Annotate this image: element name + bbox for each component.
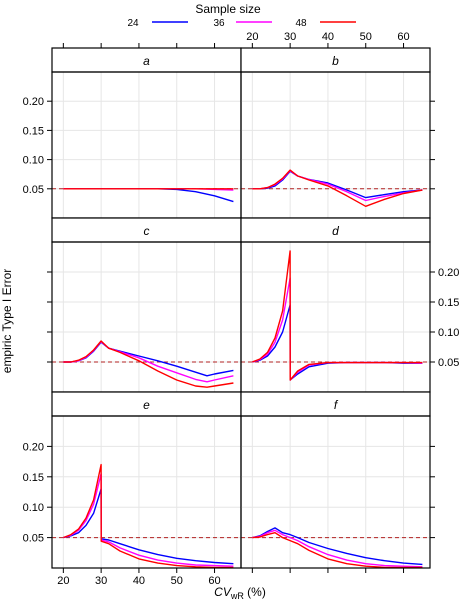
y-tick-label-right: 0.20 <box>438 267 459 279</box>
x-tick-label-bottom: 60 <box>208 575 220 587</box>
x-tick-label-top: 30 <box>284 31 296 43</box>
panel-frame <box>51 241 242 393</box>
panel-frame <box>240 241 431 393</box>
strip-e <box>51 391 242 417</box>
legend-title: Sample size <box>195 2 261 16</box>
series-line-24 <box>63 341 234 377</box>
panel-frame <box>240 71 431 219</box>
series-line-24 <box>252 527 423 566</box>
strip-label-e: e <box>143 398 150 412</box>
strip-d <box>240 217 431 243</box>
panel-e: e <box>51 391 242 569</box>
y-tick-label-left: 0.15 <box>23 125 44 137</box>
panel-frame <box>51 415 242 569</box>
legend-label-36: 36 <box>213 18 225 29</box>
panel-d: d <box>240 217 431 393</box>
legend-label-48: 48 <box>295 18 307 29</box>
y-tick-label-right: 0.15 <box>438 297 459 309</box>
panel-frame <box>240 415 431 569</box>
series-group <box>63 188 234 203</box>
series-group <box>252 169 423 208</box>
strip-label-b: b <box>332 54 339 68</box>
panel-a: a <box>51 47 242 219</box>
y-tick-label-left: 0.15 <box>23 472 44 484</box>
series-group <box>252 250 423 381</box>
y-tick-label-right: 0.05 <box>438 357 459 369</box>
series-line-24 <box>63 188 234 203</box>
axes: 20 20 30 30 40 40 50 50 60 60 0.05 0.10 0.15 0.20 0.05… <box>23 31 460 587</box>
strip-b <box>240 47 431 73</box>
legend: Sample size 24 36 48 <box>127 2 356 29</box>
x-tick-label-top: 40 <box>322 31 334 43</box>
series-line-48 <box>252 532 423 568</box>
x-tick-label-top: 20 <box>246 31 258 43</box>
series-line-48 <box>252 250 423 381</box>
series-group <box>63 340 234 388</box>
x-tick-label-bottom: 50 <box>171 575 183 587</box>
strip-a <box>51 47 242 73</box>
x-axis-title-main: CV <box>214 585 232 599</box>
series-group <box>63 463 234 568</box>
series-group <box>252 527 423 568</box>
strip-label-c: c <box>144 224 150 238</box>
x-tick-label-top: 60 <box>397 31 409 43</box>
y-axis-title: empiric Type I Error <box>0 269 14 373</box>
x-axis-title: CVwR (%) <box>214 585 266 601</box>
x-tick-label-bottom: 30 <box>95 575 107 587</box>
x-tick-label-bottom: 40 <box>133 575 145 587</box>
strip-label-a: a <box>143 54 150 68</box>
series-line-36 <box>252 529 423 568</box>
series-line-36 <box>63 473 234 567</box>
x-tick-label-bottom: 20 <box>57 575 69 587</box>
x-axis-title-sub: wR <box>230 591 244 601</box>
y-tick-label-left: 0.05 <box>23 184 44 196</box>
legend-label-24: 24 <box>127 18 139 29</box>
strip-label-d: d <box>332 224 339 238</box>
y-tick-label-left: 0.10 <box>23 155 44 167</box>
series-line-48 <box>63 463 234 568</box>
panel-f: f <box>240 391 431 569</box>
y-tick-label-left: 0.20 <box>23 441 44 453</box>
series-line-24 <box>252 304 423 381</box>
y-tick-label-left: 0.20 <box>23 96 44 108</box>
y-tick-label-right: 0.10 <box>438 327 459 339</box>
panel-b: b <box>240 47 431 219</box>
series-line-24 <box>63 488 234 565</box>
series-line-48 <box>63 340 234 388</box>
x-axis-title-unit: (%) <box>244 585 266 599</box>
panel-c: c <box>51 217 242 393</box>
x-tick-label-top: 50 <box>360 31 372 43</box>
series-line-48 <box>252 169 423 208</box>
y-tick-label-left: 0.10 <box>23 502 44 514</box>
strip-label-f: f <box>334 398 339 412</box>
y-tick-label-left: 0.05 <box>23 533 44 545</box>
panels: a b c d e f <box>51 47 431 569</box>
